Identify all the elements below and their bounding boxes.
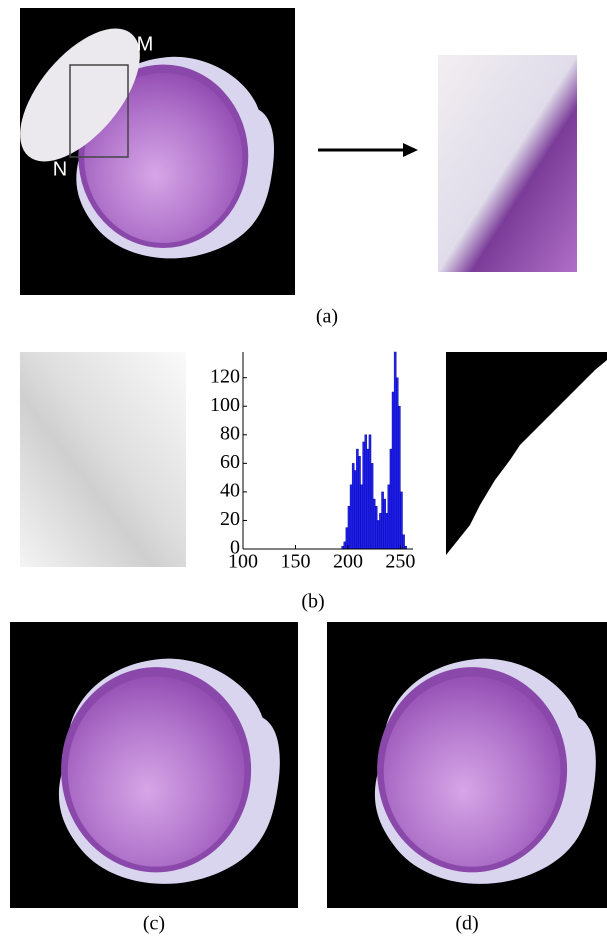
bar: [393, 351, 397, 550]
bar: [402, 534, 405, 550]
bar: [356, 448, 359, 550]
bar: [377, 520, 380, 550]
caption: (b): [301, 591, 324, 613]
bar: [381, 491, 384, 550]
y-tick-label: 120: [210, 365, 240, 387]
mask-region: [446, 352, 607, 567]
bar: [349, 484, 353, 550]
caption: (c): [143, 913, 165, 935]
bar: [351, 463, 355, 550]
bar: [379, 513, 382, 550]
panel-b: 100 150 200 250 0 20 40 60 80 100 120 (b): [20, 351, 607, 613]
bar: [391, 391, 395, 550]
bar: [385, 513, 389, 550]
bar: [360, 484, 363, 550]
bar: [364, 434, 368, 550]
bar: [383, 498, 386, 550]
bar: [354, 470, 357, 550]
bar: [347, 505, 351, 550]
panel-c: (c): [10, 622, 298, 935]
bar: [372, 498, 376, 550]
x-tick-label: 200: [333, 551, 363, 573]
bar: [343, 541, 347, 550]
zoom-image: [438, 55, 577, 272]
bar: [387, 484, 391, 550]
bar: [362, 441, 365, 550]
histogram: 100 150 200 250 0 20 40 60 80 100 120: [210, 351, 415, 573]
bar: [400, 491, 403, 550]
cell-image: [374, 658, 596, 884]
y-tick-label: 80: [220, 422, 240, 444]
overlapping-cell: [20, 28, 140, 162]
bar: [396, 377, 399, 550]
y-tick-label: 20: [220, 508, 240, 530]
caption: (d): [455, 913, 478, 935]
label-n: N: [53, 158, 67, 180]
bar: [358, 456, 361, 550]
y-tick-label: 40: [220, 479, 240, 501]
y-tick-label: 100: [210, 394, 240, 416]
bar: [370, 463, 374, 550]
x-tick-label: 250: [385, 551, 415, 573]
panel-a: M N (a): [20, 8, 577, 328]
bar: [368, 434, 372, 550]
x-tick-label: 100: [228, 551, 258, 573]
y-tick-label: 0: [230, 537, 240, 559]
caption: (a): [316, 306, 338, 328]
bar: [366, 448, 370, 550]
bar: [389, 448, 393, 550]
bar: [375, 505, 378, 550]
cell-image: [58, 658, 280, 884]
roi-box: [69, 64, 129, 158]
label-m: M: [137, 33, 154, 55]
x-tick-label: 150: [280, 551, 310, 573]
arrow-head: [403, 143, 418, 157]
bar: [398, 406, 401, 550]
panel-d: (d): [327, 622, 607, 935]
gray-patch: [20, 352, 186, 567]
y-tick-label: 60: [220, 451, 240, 473]
